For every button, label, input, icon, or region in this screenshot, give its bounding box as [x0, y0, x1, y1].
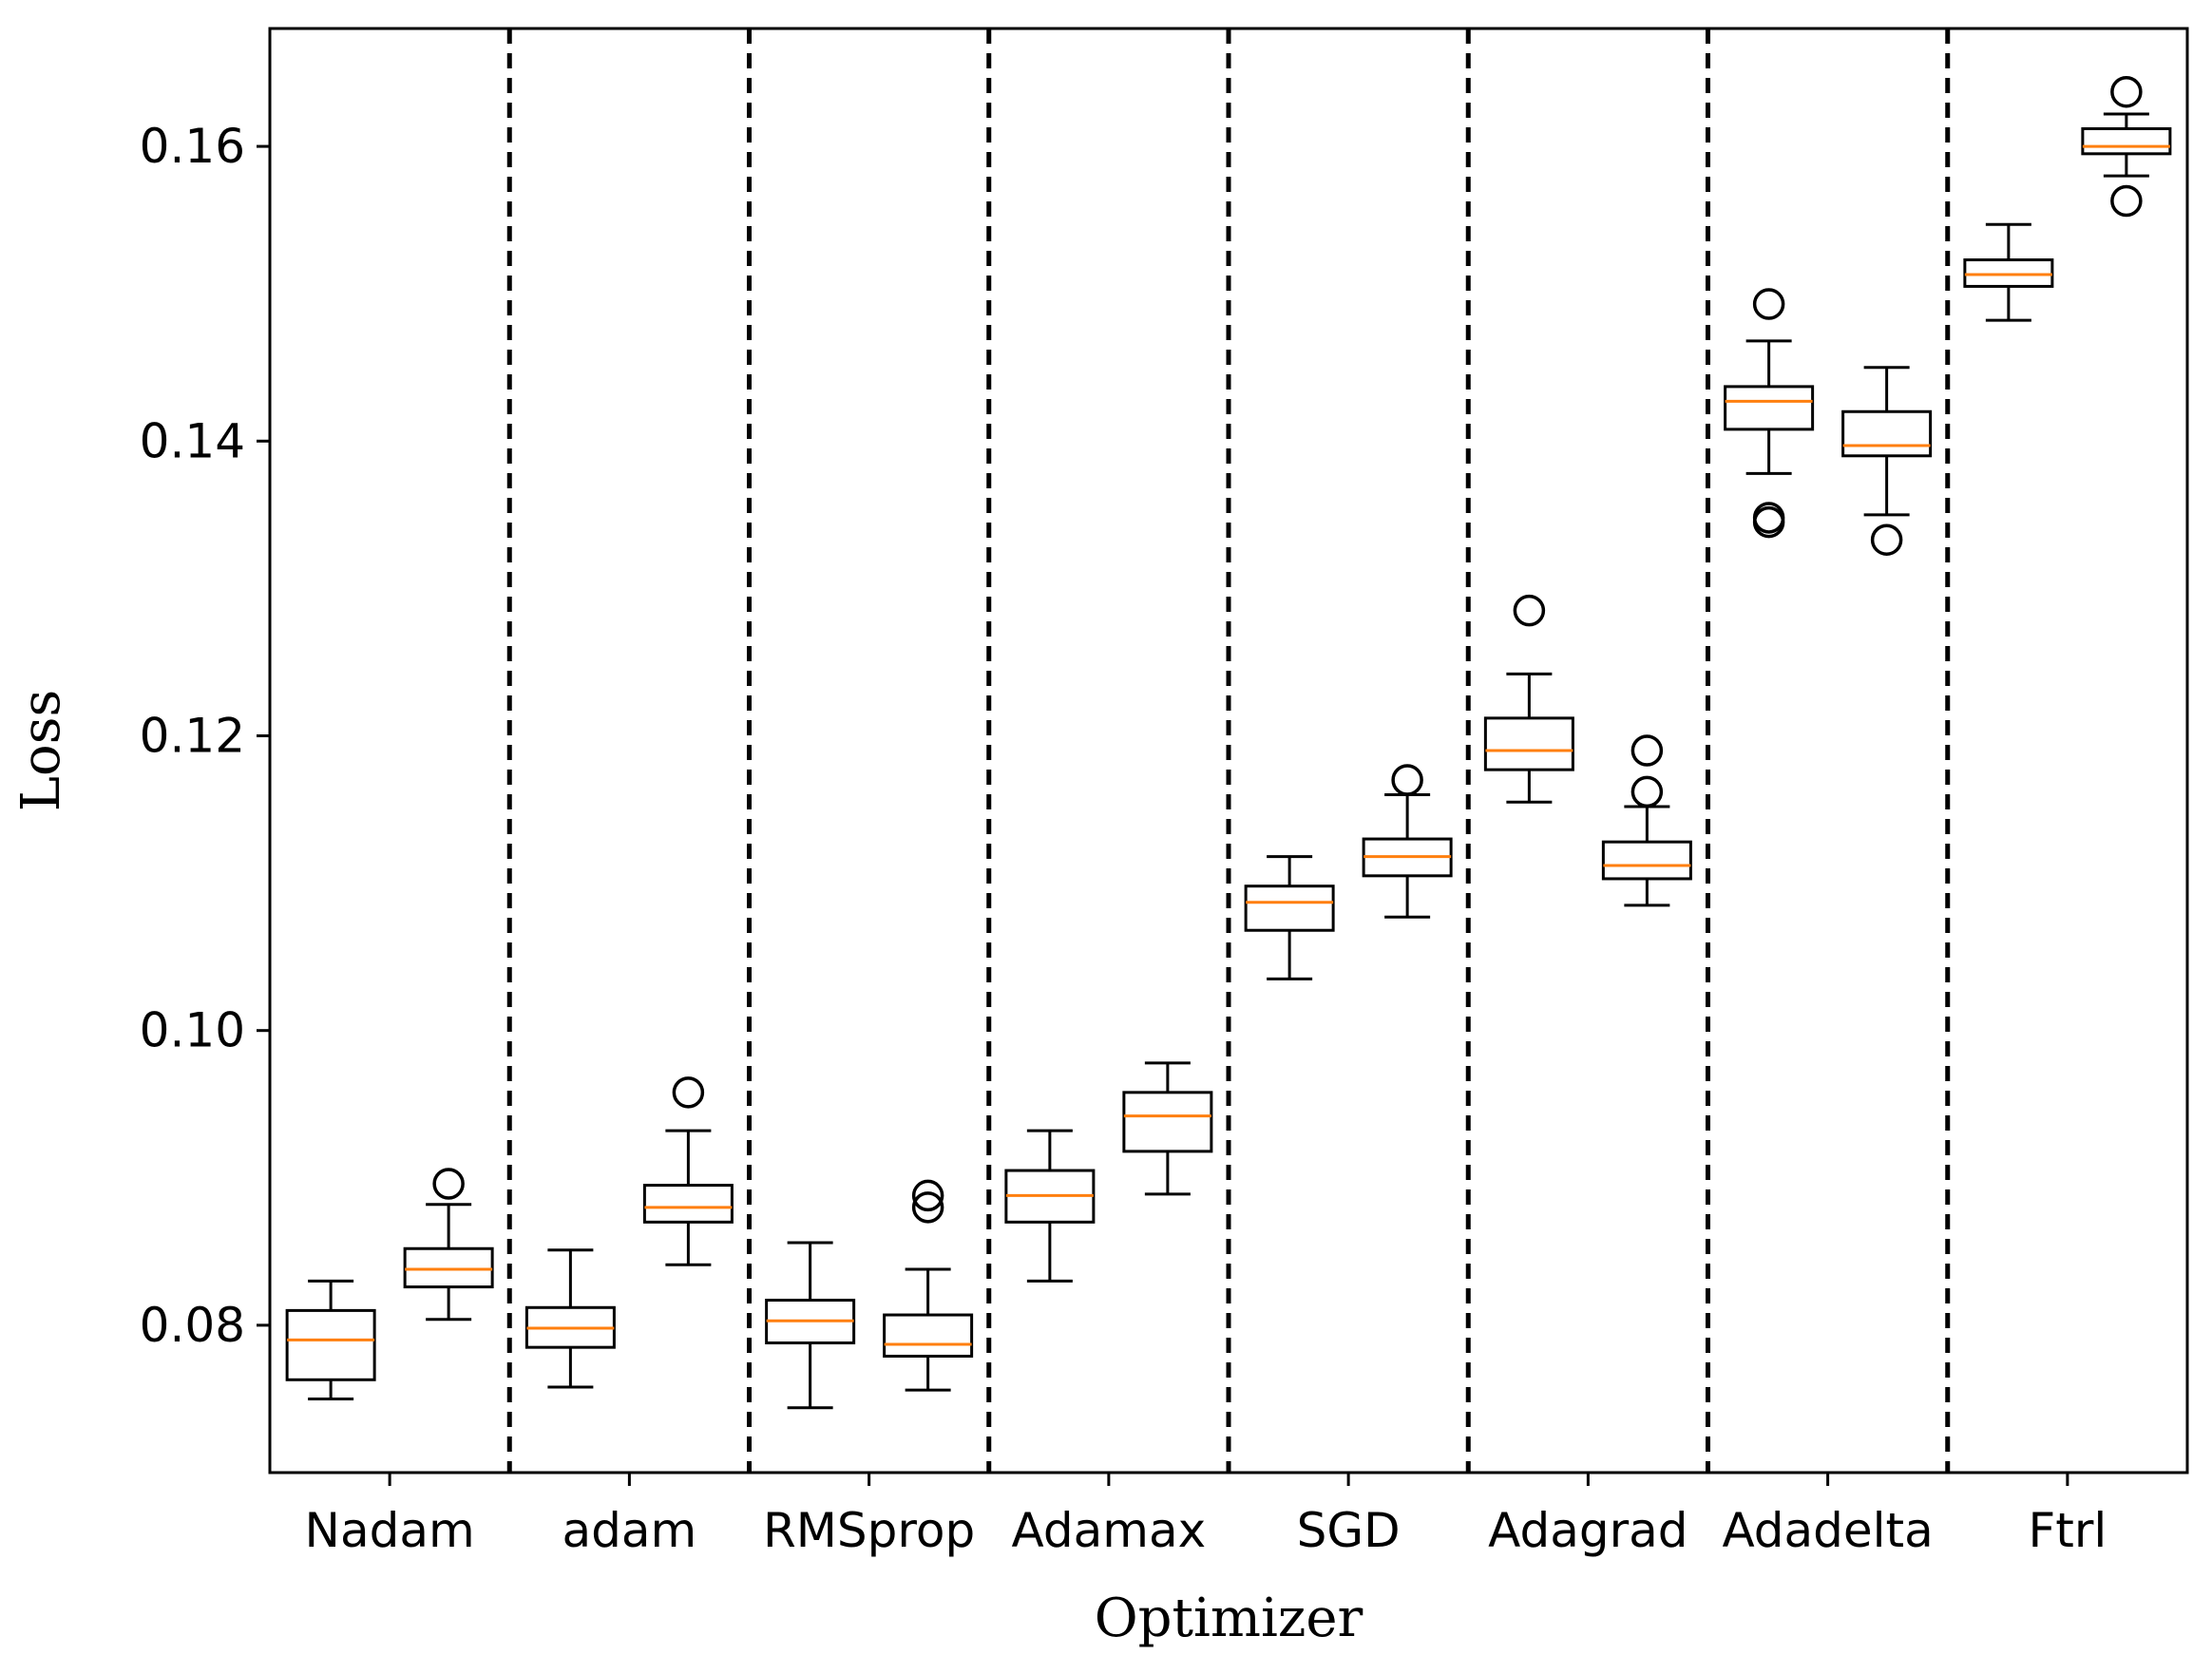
y-tick-label: 0.10 — [140, 1003, 245, 1058]
x-tick-label: Ftrl — [2028, 1503, 2107, 1558]
box-iqr — [285, 1308, 376, 1381]
plot-frame — [268, 27, 2189, 1474]
x-tick-label: adam — [563, 1503, 697, 1558]
y-tick-label: 0.08 — [140, 1298, 245, 1353]
box-sgd-1 — [1362, 764, 1453, 919]
box-adam-0 — [524, 1248, 616, 1389]
flier-point — [672, 1076, 705, 1109]
boxes-layer — [285, 75, 2172, 1410]
x-tick-label: SGD — [1297, 1503, 1401, 1558]
box-iqr — [403, 1246, 494, 1289]
box-adagrad-1 — [1601, 734, 1692, 907]
box-adadelta-0 — [1724, 288, 1815, 539]
box-adamax-0 — [1004, 1129, 1096, 1283]
x-tick-label: RMSprop — [763, 1503, 975, 1558]
box-iqr — [883, 1313, 974, 1358]
flier-point — [911, 1191, 944, 1224]
x-tick-label: Nadam — [305, 1503, 475, 1558]
flier-point — [1513, 594, 1546, 627]
x-axis-ticks: Nadam adam RMSprop Adamax SGD Adagrad Adadelta… — [305, 1473, 2107, 1558]
flier-point — [2110, 184, 2143, 218]
flier-point — [1391, 764, 1423, 796]
x-axis-title: Optimizer — [1095, 1588, 1363, 1649]
box-sgd-0 — [1244, 855, 1335, 980]
box-iqr — [1483, 716, 1574, 771]
box-adamax-1 — [1122, 1061, 1213, 1196]
box-rmsprop-1 — [883, 1179, 974, 1392]
box-iqr — [1724, 385, 1815, 431]
y-axis-ticks: 0.08 0.10 0.12 0.14 0.16 — [140, 119, 270, 1353]
x-tick-label: Adadelta — [1722, 1503, 1933, 1558]
box-iqr — [642, 1184, 734, 1224]
y-tick-label: 0.16 — [140, 119, 245, 174]
flier-point — [1752, 502, 1785, 534]
flier-point — [1630, 734, 1664, 767]
flier-point — [1752, 288, 1785, 320]
flier-point — [432, 1168, 465, 1200]
box-iqr — [1963, 258, 2054, 288]
box-iqr — [1122, 1091, 1213, 1153]
flier-point — [2110, 75, 2143, 108]
box-nadam-1 — [403, 1168, 494, 1322]
group-separators — [506, 29, 1951, 1473]
y-tick-label: 0.12 — [140, 708, 245, 763]
box-adadelta-1 — [1841, 366, 1933, 556]
box-rmsprop-0 — [765, 1241, 856, 1410]
x-tick-label: Adagrad — [1488, 1503, 1688, 1558]
box-adagrad-0 — [1483, 594, 1574, 804]
box-nadam-0 — [285, 1279, 376, 1400]
box-ftrl-0 — [1963, 222, 2054, 322]
box-iqr — [1841, 409, 1933, 458]
flier-point — [911, 1179, 944, 1212]
box-iqr — [2081, 126, 2172, 156]
y-axis-title: Loss — [10, 690, 72, 811]
flier-point — [1630, 775, 1664, 808]
box-ftrl-1 — [2081, 75, 2172, 218]
x-tick-label: Adamax — [1012, 1503, 1207, 1558]
box-iqr — [1244, 885, 1335, 932]
box-iqr — [1601, 840, 1692, 881]
flier-point — [1870, 523, 1903, 556]
box-adam-1 — [642, 1076, 734, 1266]
y-tick-label: 0.14 — [140, 413, 245, 468]
